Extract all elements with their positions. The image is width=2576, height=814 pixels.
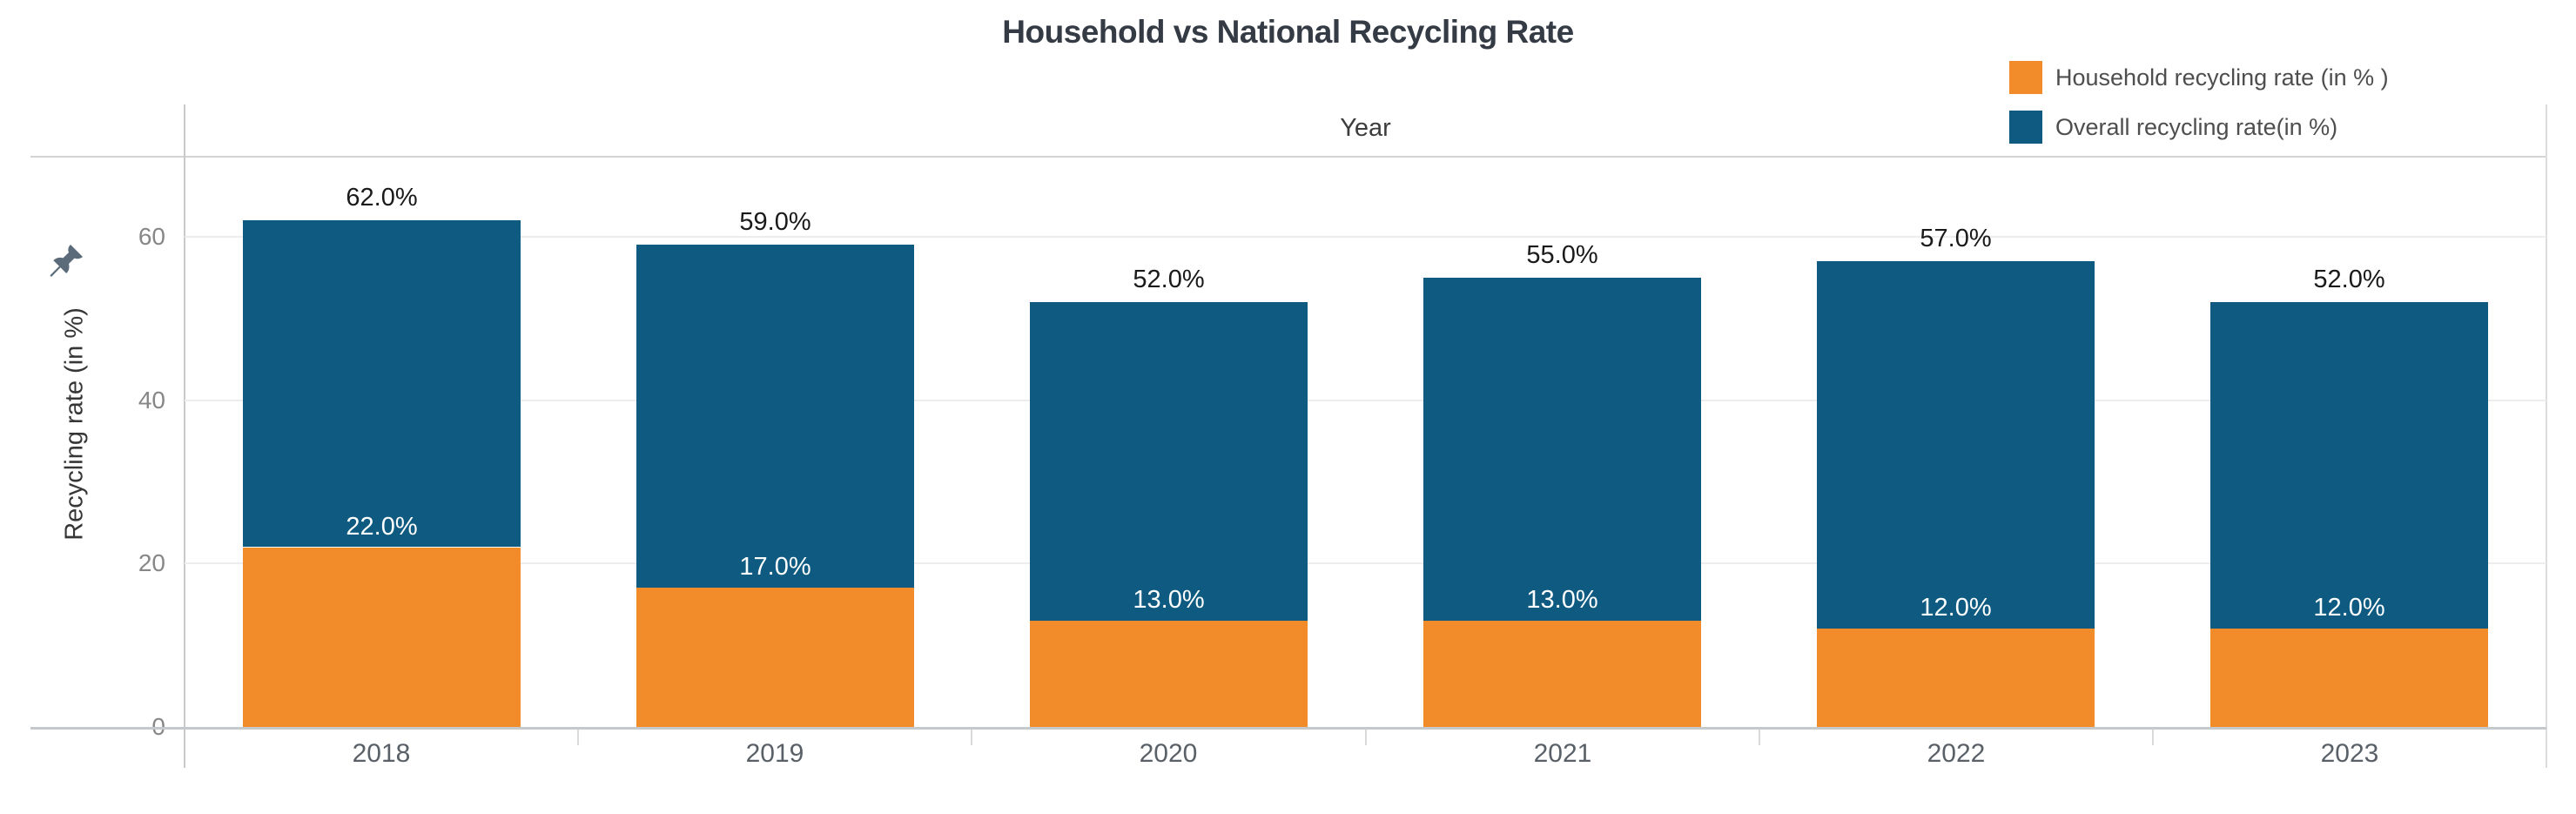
bar-label-household: 13.0% — [1526, 586, 1598, 614]
legend: Household recycling rate (in % ) Overall… — [2009, 61, 2389, 144]
pane-top-border — [30, 156, 2546, 158]
page-title: Household vs National Recycling Rate — [1002, 14, 1574, 50]
bar-segment-household[interactable] — [636, 588, 914, 727]
category-separator-tick — [1365, 730, 1367, 745]
bar-segment-overall[interactable] — [1817, 261, 2095, 629]
legend-swatch-overall-icon — [2009, 111, 2042, 144]
x-tick-label: 2018 — [352, 739, 411, 768]
x-axis-header: Year — [1340, 114, 1391, 142]
y-tick-label: 20 — [138, 549, 165, 576]
x-tick-label: 2022 — [1927, 739, 1986, 768]
bar-label-total: 52.0% — [1133, 266, 1205, 293]
bar-segment-overall[interactable] — [636, 245, 914, 588]
y-axis-title: Recycling rate (in %) — [60, 307, 89, 541]
x-tick-label: 2021 — [1533, 739, 1592, 768]
bar-label-total: 55.0% — [1526, 241, 1598, 269]
bar-segment-household[interactable] — [2210, 629, 2488, 727]
bar-label-total: 57.0% — [1920, 225, 1992, 252]
category-separator-tick — [577, 730, 579, 745]
x-axis-line — [30, 727, 2546, 730]
y-tick-label: 60 — [138, 223, 165, 250]
bar-label-household: 22.0% — [346, 513, 418, 541]
bar-label-total: 59.0% — [739, 208, 811, 236]
bar-segment-household[interactable] — [243, 548, 521, 727]
category-separator-tick — [2152, 730, 2154, 745]
y-axis-line — [184, 104, 185, 768]
bar-label-household: 12.0% — [1920, 594, 1992, 622]
bar-segment-overall[interactable] — [1423, 278, 1701, 621]
y-tick-label: 0 — [68, 710, 165, 744]
gridline — [185, 562, 2546, 564]
bar-label-household: 13.0% — [1133, 586, 1205, 614]
gridline — [185, 236, 2546, 238]
gridline — [185, 400, 2546, 401]
legend-item-overall[interactable]: Overall recycling rate(in %) — [2009, 111, 2389, 144]
y-tick-label: 40 — [138, 387, 165, 414]
bar-segment-household[interactable] — [1423, 621, 1701, 727]
category-separator-tick — [971, 730, 972, 745]
pane-right-border — [2546, 104, 2547, 768]
axis-pin-icon[interactable] — [47, 242, 85, 280]
bar-segment-overall[interactable] — [2210, 302, 2488, 629]
legend-item-label: Household recycling rate (in % ) — [2055, 64, 2389, 91]
bar-segment-household[interactable] — [1030, 621, 1308, 727]
bar-label-total: 52.0% — [2313, 266, 2385, 293]
bar-label-total: 62.0% — [346, 184, 418, 212]
legend-item-label: Overall recycling rate(in %) — [2055, 113, 2338, 140]
bar-label-household: 17.0% — [739, 553, 811, 581]
x-tick-label: 2019 — [745, 739, 804, 768]
x-tick-label: 2020 — [1139, 739, 1198, 768]
category-separator-tick — [1759, 730, 1760, 745]
bar-segment-overall[interactable] — [243, 220, 521, 547]
bar-segment-household[interactable] — [1817, 629, 2095, 727]
x-tick-label: 2023 — [2320, 739, 2379, 768]
bar-segment-overall[interactable] — [1030, 302, 1308, 621]
legend-swatch-household-icon — [2009, 61, 2042, 94]
bar-label-household: 12.0% — [2313, 594, 2385, 622]
legend-item-household[interactable]: Household recycling rate (in % ) — [2009, 61, 2389, 94]
